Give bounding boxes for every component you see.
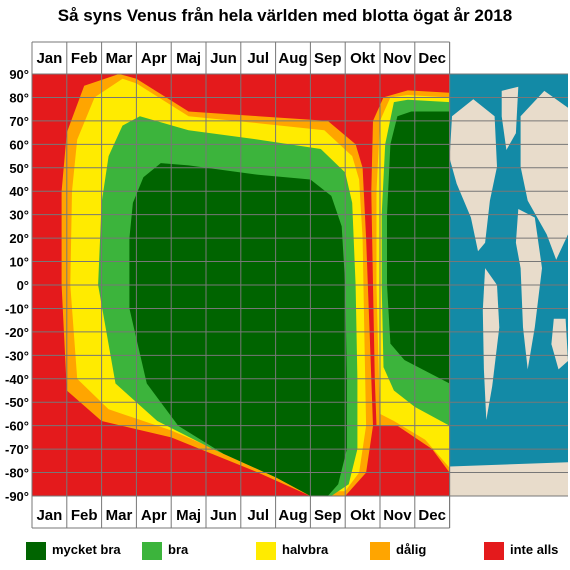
- month-label-bottom-1: Feb: [71, 507, 98, 524]
- lat-label-18: -90°: [5, 489, 29, 504]
- legend-swatch-0: [26, 542, 46, 560]
- lat-label-2: 70°: [9, 114, 29, 129]
- legend-label-2: halvbra: [282, 542, 329, 557]
- lat-label-10: -10°: [5, 301, 29, 316]
- month-label-bottom-8: Sep: [314, 507, 342, 524]
- month-label-bottom-2: Mar: [106, 507, 133, 524]
- legend-label-3: dålig: [396, 542, 427, 557]
- month-label-top-9: Okt: [350, 50, 375, 67]
- lat-label-4: 50°: [9, 161, 29, 176]
- legend-swatch-2: [256, 542, 276, 560]
- legend: mycket bra bra halvbra dålig inte alls: [0, 540, 570, 564]
- lat-label-13: -40°: [5, 372, 29, 387]
- month-label-top-5: Jun: [210, 50, 237, 67]
- lat-label-5: 40°: [9, 184, 29, 199]
- month-label-bottom-9: Okt: [350, 507, 375, 524]
- lat-label-15: -60°: [5, 419, 29, 434]
- month-label-top-4: Maj: [176, 50, 201, 67]
- month-label-top-6: Jul: [247, 50, 269, 67]
- lat-label-17: -80°: [5, 466, 29, 481]
- month-label-top-8: Sep: [314, 50, 342, 67]
- map-land-0: [449, 99, 497, 252]
- visibility-chart: Jan Jan Feb Feb Mar Mar Apr Apr Maj Maj Jun Jun Jul J…: [5, 41, 568, 529]
- lat-label-7: 20°: [9, 231, 29, 246]
- month-label-bottom-11: Dec: [418, 507, 446, 524]
- lat-label-3: 60°: [9, 137, 29, 152]
- lat-label-16: -70°: [5, 442, 29, 457]
- map-land-2: [482, 268, 500, 420]
- legend-swatch-1: [142, 542, 162, 560]
- legend-label-1: bra: [168, 542, 189, 557]
- month-label-top-1: Feb: [71, 50, 98, 67]
- lat-label-14: -50°: [5, 395, 29, 410]
- legend-swatch-4: [484, 542, 504, 560]
- map-land-1: [501, 86, 519, 150]
- month-label-top-3: Apr: [141, 50, 167, 67]
- lat-label-0: 90°: [9, 67, 29, 82]
- month-label-top-7: Aug: [278, 50, 307, 67]
- lat-label-9: 0°: [17, 278, 29, 293]
- month-label-bottom-6: Jul: [247, 507, 269, 524]
- month-label-top-11: Dec: [418, 50, 446, 67]
- month-label-bottom-10: Nov: [383, 507, 412, 524]
- lat-label-6: 30°: [9, 208, 29, 223]
- month-label-top-0: Jan: [36, 50, 62, 67]
- month-label-bottom-7: Aug: [278, 507, 307, 524]
- map-land-4: [515, 209, 542, 370]
- month-label-bottom-0: Jan: [36, 507, 62, 524]
- grid: [31, 41, 568, 529]
- month-label-bottom-3: Apr: [141, 507, 167, 524]
- axis-labels: Jan Jan Feb Feb Mar Mar Apr Apr Maj Maj Jun Jun Jul J…: [5, 50, 446, 524]
- chart-title: Så syns Venus från hela världen med blot…: [57, 6, 513, 25]
- lat-label-8: 10°: [9, 255, 29, 270]
- month-label-bottom-4: Maj: [176, 507, 201, 524]
- month-label-top-2: Mar: [106, 50, 133, 67]
- map-land-6: [449, 462, 568, 496]
- lat-label-12: -30°: [5, 348, 29, 363]
- region-mycket-bra-7: [387, 111, 450, 384]
- map-land-3: [520, 90, 568, 260]
- month-label-top-10: Nov: [383, 50, 412, 67]
- lat-label-1: 80°: [9, 90, 29, 105]
- legend-swatch-3: [370, 542, 390, 560]
- legend-label-0: mycket bra: [52, 542, 121, 557]
- month-label-bottom-5: Jun: [210, 507, 237, 524]
- lat-label-11: -20°: [5, 325, 29, 340]
- legend-label-4: inte alls: [510, 542, 559, 557]
- region-mycket-bra-3: [129, 163, 347, 496]
